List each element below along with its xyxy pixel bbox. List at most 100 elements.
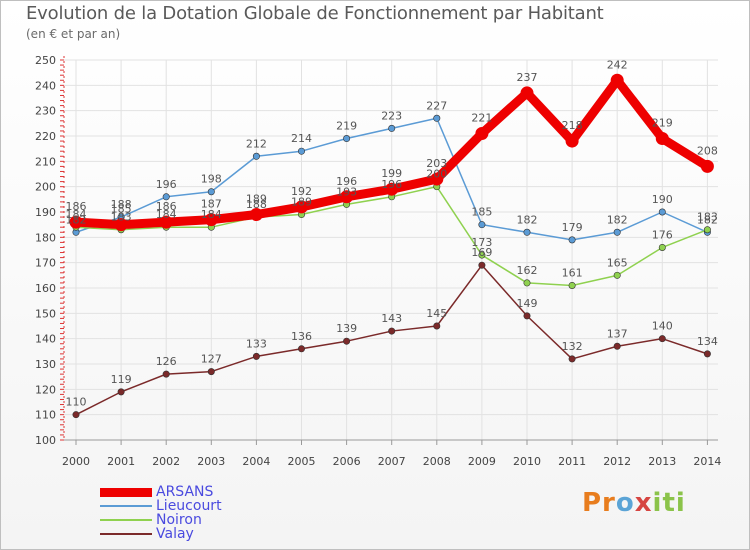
y-tick-label: 220	[35, 130, 56, 143]
data-point-valay	[388, 327, 396, 335]
data-point-arsans	[655, 132, 669, 146]
data-label-arsans: 219	[652, 117, 673, 130]
data-label-lieucourt: 182	[66, 213, 87, 226]
data-point-valay	[343, 337, 351, 345]
x-tick-label: 2000	[62, 455, 90, 468]
data-label-noiron: 165	[607, 256, 628, 269]
legend-label-arsans: ARSANS	[156, 484, 214, 500]
legend-item-valay: Valay	[100, 526, 300, 542]
data-label-lieucourt: 179	[562, 221, 583, 234]
legend-item-arsans: ARSANS	[100, 484, 300, 500]
legend-label-valay: Valay	[156, 526, 194, 542]
data-label-lieucourt: 214	[291, 132, 312, 145]
data-label-noiron: 183	[111, 211, 132, 224]
data-point-arsans	[565, 134, 579, 148]
data-point-lieucourt	[207, 188, 215, 196]
data-point-arsans	[69, 215, 83, 229]
data-label-valay: 169	[471, 246, 492, 259]
data-label-noiron: 188	[246, 198, 267, 211]
data-point-arsans	[204, 213, 218, 227]
data-point-lieucourt	[297, 147, 305, 155]
data-point-valay	[568, 355, 576, 363]
data-point-valay	[117, 388, 125, 396]
data-point-valay	[703, 350, 711, 358]
data-label-noiron: 189	[291, 196, 312, 209]
y-tick-label: 240	[35, 79, 56, 92]
logo-part-3: x	[634, 488, 653, 518]
data-point-valay	[658, 335, 666, 343]
data-point-lieucourt	[388, 124, 396, 132]
y-tick-label: 170	[35, 257, 56, 270]
data-point-lieucourt	[343, 135, 351, 143]
data-label-lieucourt: 188	[111, 198, 132, 211]
data-label-arsans: 186	[66, 200, 87, 213]
data-point-arsans	[385, 182, 399, 196]
data-point-arsans	[430, 172, 444, 186]
legend-swatch-valay	[100, 533, 152, 535]
x-tick-label: 2011	[558, 455, 586, 468]
x-tick-label: 2010	[513, 455, 541, 468]
data-label-arsans: 199	[381, 167, 402, 180]
data-label-noiron: 176	[652, 228, 673, 241]
x-tick-label: 2005	[288, 455, 316, 468]
legend-swatch-noiron	[100, 519, 152, 521]
data-point-noiron	[523, 279, 531, 287]
data-label-lieucourt: 182	[607, 213, 628, 226]
y-tick-label: 210	[35, 155, 56, 168]
data-label-valay: 145	[426, 307, 447, 320]
y-tick-label: 100	[35, 434, 56, 447]
legend-item-noiron: Noiron	[100, 512, 300, 528]
data-label-noiron: 161	[562, 266, 583, 279]
data-point-valay	[478, 261, 486, 269]
data-label-noiron: 184	[156, 208, 177, 221]
data-label-valay: 133	[246, 337, 267, 350]
data-label-arsans: 242	[607, 58, 628, 71]
y-tick-label: 160	[35, 282, 56, 295]
data-label-noiron: 162	[517, 264, 538, 277]
x-tick-label: 2004	[242, 455, 270, 468]
data-point-arsans	[159, 215, 173, 229]
data-point-noiron	[703, 226, 711, 234]
data-point-noiron	[658, 243, 666, 251]
data-label-lieucourt: 227	[426, 99, 447, 112]
data-label-valay: 110	[66, 396, 87, 409]
legend-label-lieucourt: Lieucourt	[156, 498, 222, 514]
data-label-lieucourt: 198	[201, 173, 222, 186]
data-label-valay: 140	[652, 320, 673, 333]
y-tick-label: 120	[35, 383, 56, 396]
data-label-arsans: 196	[336, 175, 357, 188]
data-label-valay: 132	[562, 340, 583, 353]
data-label-arsans: 218	[562, 119, 583, 132]
legend-swatch-lieucourt	[100, 505, 152, 507]
data-point-valay	[207, 368, 215, 376]
data-label-noiron: 173	[471, 236, 492, 249]
x-tick-label: 2014	[693, 455, 721, 468]
legend-swatch-arsans	[100, 488, 152, 497]
data-label-lieucourt: 185	[471, 206, 492, 219]
logo-part-1: Pr	[582, 488, 616, 518]
data-point-arsans	[475, 126, 489, 140]
data-label-arsans: 203	[426, 157, 447, 170]
data-point-lieucourt	[252, 152, 260, 160]
data-label-noiron: 200	[426, 168, 447, 181]
data-label-valay: 127	[201, 353, 222, 366]
data-label-noiron: 196	[381, 178, 402, 191]
data-label-arsans: 237	[517, 71, 538, 84]
data-label-lieucourt: 190	[652, 193, 673, 206]
data-label-noiron: 184	[66, 208, 87, 221]
data-point-valay	[613, 342, 621, 350]
data-point-valay	[297, 345, 305, 353]
data-point-lieucourt	[478, 221, 486, 229]
data-label-lieucourt: 182	[517, 213, 538, 226]
data-label-noiron: 184	[201, 208, 222, 221]
data-label-arsans: 187	[201, 198, 222, 211]
data-label-lieucourt: 223	[381, 109, 402, 122]
chart-subtitle: (en € et par an)	[26, 27, 121, 41]
data-point-lieucourt	[658, 208, 666, 216]
data-point-noiron	[568, 281, 576, 289]
x-tick-label: 2007	[378, 455, 406, 468]
data-point-noiron	[478, 251, 486, 259]
data-label-arsans: 189	[246, 193, 267, 206]
y-tick-label: 230	[35, 105, 56, 118]
data-point-arsans	[520, 86, 534, 100]
